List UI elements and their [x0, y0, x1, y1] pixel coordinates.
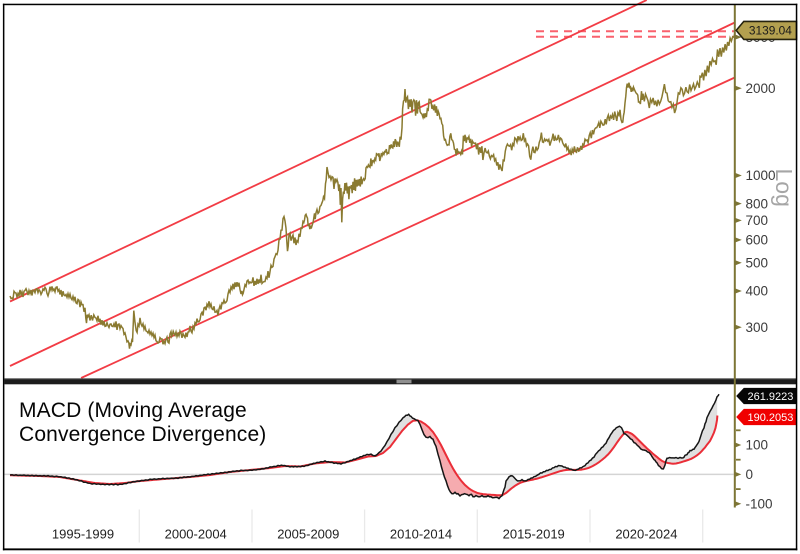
svg-text:3139.04: 3139.04: [749, 24, 792, 38]
svg-text:Convergence Divergence): Convergence Divergence): [19, 423, 266, 446]
svg-text:190.2053: 190.2053: [747, 412, 793, 424]
svg-text:1000: 1000: [746, 168, 776, 183]
svg-text:0: 0: [746, 467, 754, 482]
svg-text:2015-2019: 2015-2019: [503, 527, 565, 542]
svg-text:700: 700: [746, 213, 769, 228]
svg-text:500: 500: [746, 256, 769, 271]
svg-text:2005-2009: 2005-2009: [277, 527, 339, 542]
svg-text:261.9223: 261.9223: [747, 391, 793, 403]
svg-text:2020-2024: 2020-2024: [615, 527, 677, 542]
svg-text:-100: -100: [746, 497, 773, 512]
svg-text:2000: 2000: [746, 81, 776, 96]
svg-text:800: 800: [746, 196, 769, 211]
svg-text:2000-2004: 2000-2004: [165, 527, 227, 542]
svg-text:600: 600: [746, 233, 769, 248]
svg-text:400: 400: [746, 284, 769, 299]
svg-text:Log: Log: [771, 169, 797, 207]
svg-text:MACD (Moving Average: MACD (Moving Average: [19, 399, 247, 422]
svg-text:2010-2014: 2010-2014: [390, 527, 452, 542]
svg-text:100: 100: [746, 438, 769, 453]
svg-text:1995-1999: 1995-1999: [52, 527, 114, 542]
svg-text:300: 300: [746, 320, 769, 335]
